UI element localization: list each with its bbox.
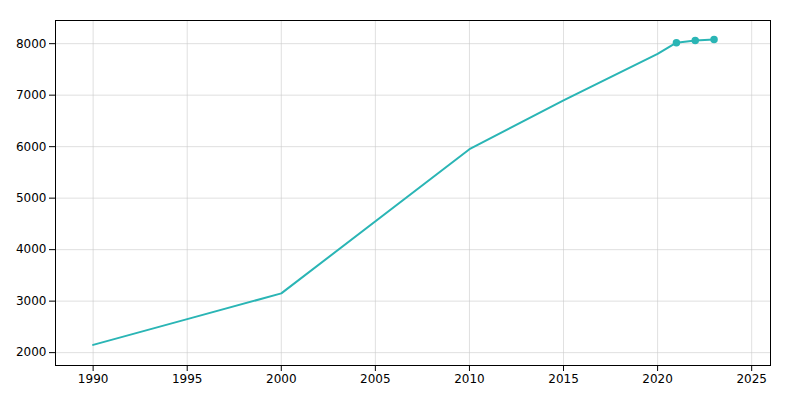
- svg-text:3000: 3000: [16, 294, 47, 308]
- svg-text:4000: 4000: [16, 242, 47, 256]
- svg-text:2025: 2025: [736, 372, 767, 386]
- svg-text:2000: 2000: [16, 345, 47, 359]
- svg-text:2005: 2005: [360, 372, 391, 386]
- svg-text:7000: 7000: [16, 88, 47, 102]
- svg-text:1990: 1990: [78, 372, 109, 386]
- svg-text:5000: 5000: [16, 191, 47, 205]
- svg-text:2020: 2020: [642, 372, 673, 386]
- svg-text:2015: 2015: [548, 372, 579, 386]
- svg-text:8000: 8000: [16, 37, 47, 51]
- svg-text:2010: 2010: [454, 372, 485, 386]
- svg-text:2000: 2000: [266, 372, 297, 386]
- svg-text:6000: 6000: [16, 139, 47, 153]
- svg-text:1995: 1995: [172, 372, 203, 386]
